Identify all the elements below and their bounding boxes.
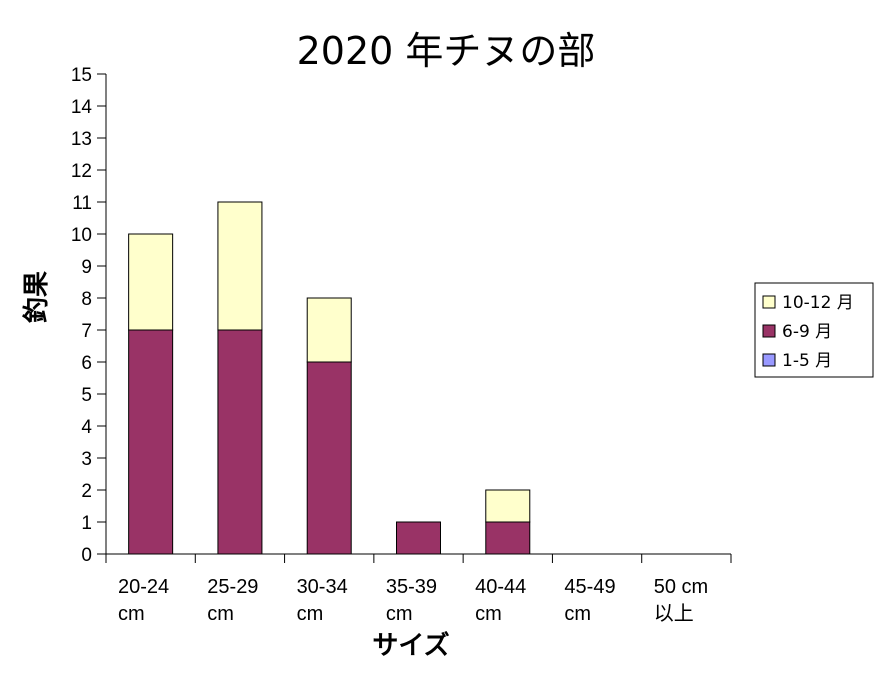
legend-swatch — [762, 295, 776, 309]
x-tick-label: 40-44 — [475, 576, 526, 598]
x-tick-label: 50 cm — [654, 576, 708, 598]
x-tick-label: 45-49 — [564, 576, 615, 598]
y-tick-label: 8 — [81, 289, 92, 310]
legend: 10-12 月 6-9 月 1-5 月 — [754, 282, 874, 378]
x-tick-label: cm — [297, 603, 324, 625]
legend-swatch — [762, 324, 776, 338]
bar-1-3 — [396, 521, 441, 555]
bar-1-2 — [306, 361, 352, 555]
y-tick-label: 14 — [71, 97, 93, 118]
x-tick-label: 35-39 — [386, 576, 437, 598]
legend-label: 10-12 月 — [782, 293, 854, 313]
x-tick-label: cm — [475, 603, 502, 625]
x-axis-label: サイズ — [372, 630, 449, 661]
x-tick-label: 30-34 — [297, 576, 348, 598]
chart-title: 2020 年チヌの部 — [297, 29, 596, 73]
y-tick-label: 10 — [71, 225, 92, 246]
x-tick-label: 以上 — [654, 602, 694, 625]
axes-group — [105, 74, 731, 555]
y-tick-label: 11 — [72, 193, 92, 214]
legend-label: 6-9 月 — [782, 322, 832, 342]
y-tick-label: 13 — [71, 129, 92, 150]
bar-1-1 — [217, 329, 263, 555]
y-tick-label: 1 — [81, 513, 92, 534]
bar-2-4 — [485, 489, 531, 523]
x-ticks-group: 20-24 cm 25-29 cm 30-34 cm 35-39 cm 40-44 cm 45-49… — [105, 554, 732, 625]
bar-1-0 — [128, 329, 174, 555]
y-tick-label: 3 — [81, 449, 92, 470]
x-tick-label: cm — [118, 603, 145, 625]
y-tick-label: 12 — [71, 161, 92, 182]
y-tick-label: 15 — [71, 65, 92, 86]
legend-label: 1-5 月 — [782, 351, 832, 371]
x-tick-label: 25-29 — [207, 576, 258, 598]
bar-2-0 — [128, 233, 174, 331]
y-tick-label: 4 — [81, 417, 92, 438]
x-tick-label: cm — [207, 603, 234, 625]
y-axis-label: 釣果 — [21, 271, 52, 323]
bar-2-2 — [306, 297, 352, 363]
bars-group — [128, 201, 531, 555]
x-tick-label: 20-24 — [118, 576, 169, 598]
y-tick-label: 9 — [81, 257, 92, 278]
y-tick-label: 2 — [81, 481, 92, 502]
bar-2-1 — [217, 201, 263, 331]
x-tick-label: cm — [564, 603, 591, 625]
bar-1-4 — [485, 521, 531, 555]
x-tick-label: cm — [386, 603, 413, 625]
y-tick-label: 7 — [81, 321, 92, 342]
y-tick-label: 6 — [81, 353, 92, 374]
legend-swatch — [762, 353, 776, 367]
y-tick-label: 5 — [81, 385, 92, 406]
y-tick-label: 0 — [81, 545, 92, 566]
